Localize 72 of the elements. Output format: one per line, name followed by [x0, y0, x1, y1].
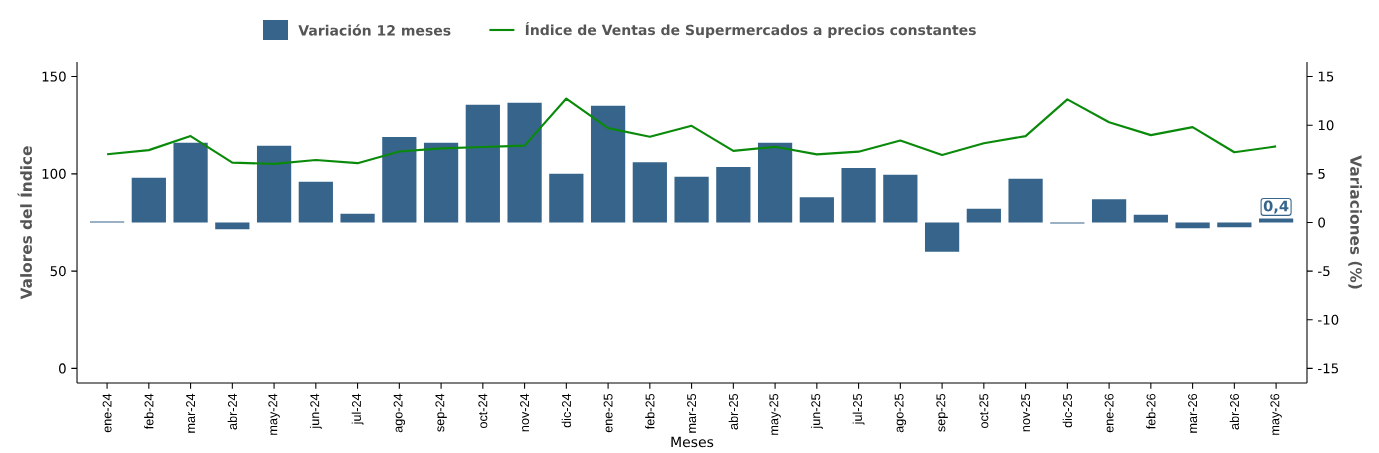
legend-label: Variación 12 meses: [298, 24, 451, 36]
x-tick-label: sep-24: [435, 393, 447, 432]
x-tick-label: may-26: [1270, 393, 1282, 435]
x-tick-label: abr-26: [1229, 393, 1239, 430]
bar: [340, 213, 375, 223]
bar: [799, 197, 834, 223]
x-tick-label: jun-24: [309, 393, 322, 429]
bar: [716, 167, 751, 223]
bar: [632, 162, 667, 223]
bar: [256, 145, 292, 223]
bar: [382, 136, 417, 223]
x-tick-label: oct-25: [979, 393, 989, 429]
y-tick-label: 50: [50, 266, 66, 277]
y2-tick-label: 15: [1318, 71, 1334, 82]
x-tick-label: abr-24: [227, 393, 237, 430]
data-label: 0,4: [1263, 200, 1289, 214]
bar: [298, 181, 333, 223]
bar: [883, 174, 918, 223]
x-tick-label: feb-24: [144, 393, 154, 430]
x-tick-label: dic-25: [1062, 393, 1072, 428]
x-tick-label: sep-25: [936, 393, 948, 432]
bar: [423, 142, 459, 223]
bar: [841, 168, 876, 223]
x-tick-label: nov-24: [520, 393, 530, 432]
bar: [549, 173, 584, 223]
bar: [674, 176, 709, 223]
bar: [966, 208, 1001, 223]
y2-tick-label: 0: [1318, 217, 1326, 228]
x-tick-label: mar-25: [687, 393, 697, 433]
x-axis-title: Meses: [671, 436, 714, 448]
x-tick-label: jul-24: [351, 393, 364, 425]
x-tick-label: oct-24: [478, 393, 488, 429]
legend-label: Índice de Ventas de Supermercados a precios constantes: [525, 22, 976, 38]
x-tick-label: nov-25: [1021, 393, 1031, 432]
bar: [465, 104, 500, 223]
x-tick-label: feb-25: [645, 393, 655, 430]
x-tick-label: may-25: [769, 393, 781, 435]
bar: [507, 102, 542, 223]
x-tick-label: may-24: [268, 393, 280, 435]
bar: [757, 142, 793, 223]
bar: [173, 142, 208, 223]
x-tick-label: ago-24: [393, 393, 406, 433]
x-tick-label: feb-26: [1146, 393, 1156, 430]
y2-tick-label: -5: [1318, 266, 1330, 277]
bar: [1217, 222, 1252, 228]
y-tick-label: 100: [42, 168, 66, 179]
y2-axis-title: Variaciones (%): [1348, 155, 1362, 289]
bar: [924, 222, 960, 252]
y2-tick-label: -10: [1318, 314, 1339, 325]
bar: [131, 177, 166, 223]
y2-tick-label: 5: [1318, 168, 1325, 179]
bar: [590, 105, 626, 223]
x-tick-label: ene-24: [102, 393, 112, 433]
y-axis-title: Valores del Índice: [17, 146, 33, 300]
x-tick-label: ene-26: [1104, 393, 1114, 433]
bar: [215, 222, 250, 230]
line-series: [106, 97, 1278, 165]
y2-tick-label: 10: [1318, 120, 1334, 131]
x-tick-label: jul-25: [852, 393, 865, 425]
x-tick-label: mar-26: [1188, 393, 1198, 433]
x-tick-label: abr-25: [728, 393, 738, 430]
bar: [1091, 199, 1127, 223]
y-tick-label: 150: [42, 71, 66, 82]
x-tick-label: ene-25: [603, 393, 613, 433]
bar: [1008, 178, 1043, 223]
x-tick-label: dic-24: [561, 393, 571, 428]
x-tick-label: ago-25: [894, 393, 907, 433]
y2-tick-label: -15: [1318, 363, 1339, 374]
x-tick-label: mar-24: [186, 393, 196, 433]
x-tick-label: jun-25: [810, 393, 823, 429]
y-tick-label: 0: [59, 363, 66, 374]
bar: [1175, 222, 1210, 229]
